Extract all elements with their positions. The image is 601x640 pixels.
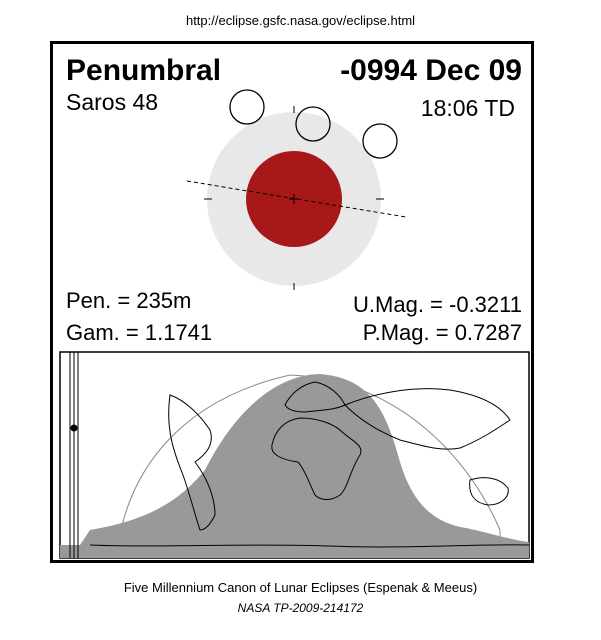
ecliptic-line [186, 180, 407, 218]
antarctica-coast [89, 544, 530, 548]
world-map [59, 351, 530, 559]
penumbral-magnitude: P.Mag. = 0.7287 [362, 320, 522, 345]
africa-coast [271, 417, 362, 500]
moon-position-first [229, 89, 265, 125]
footer-publication: NASA TP-2009-214172 [237, 601, 364, 615]
penumbral-duration: Pen. = 235m [66, 288, 192, 313]
americas-coast [168, 394, 216, 531]
gamma-value: Gam. = 1.1741 [66, 320, 213, 345]
footer-canon: Five Millennium Canon of Lunar Eclipses … [123, 580, 478, 595]
moon-position-last [362, 123, 398, 159]
asia-coast [344, 388, 511, 450]
eclipse-visible-region [60, 374, 529, 558]
source-url: http://eclipse.gsfc.nasa.gov/eclipse.htm… [185, 13, 416, 28]
saros-number: Saros 48 [66, 89, 159, 115]
eclipse-type: Penumbral [66, 54, 222, 87]
eclipse-panel [50, 41, 534, 563]
eclipse-date: -0994 Dec 09 [340, 54, 522, 87]
umbral-magnitude: U.Mag. = -0.3211 [353, 292, 522, 317]
australia-coast [469, 477, 509, 506]
eclipse-time: 18:06 TD [420, 95, 515, 121]
subsolar-point [70, 424, 78, 432]
moon-position-greatest [295, 106, 331, 142]
